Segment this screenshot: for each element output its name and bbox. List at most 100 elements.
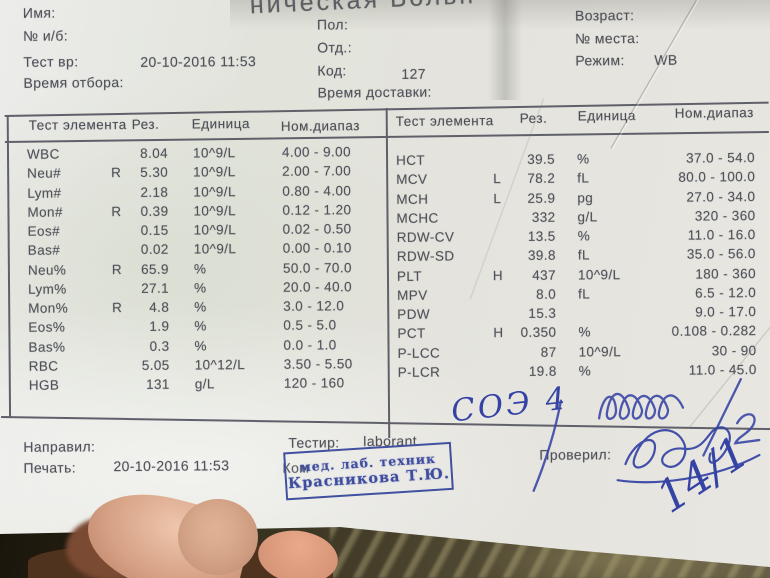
cell-unit: 10^9/L [193,222,237,238]
cell-test: Mon# [27,204,63,220]
cell-test: Lym% [28,281,67,297]
cell-unit: fL [577,247,590,263]
cell-result: 39.8 [527,248,556,264]
cell-result: 437 [532,267,557,283]
col-header-range: Ном.диапаз [674,105,754,121]
cell-result: 39.5 [527,151,556,168]
cell-test: MCV [396,172,428,188]
cell-range: 4.00 - 9.00 [281,144,352,160]
cell-test: MCH [396,191,429,207]
cell-unit: 10^9/L [578,343,622,360]
cell-unit: 10^12/L [194,356,246,373]
cbc-table-right: HCT 39.5% 37.0 - 54.0 MCV L 78.2 fL 80.0 - 100.… [396,148,757,382]
cell-range: 3.0 - 12.0 [283,298,345,314]
cell-range: 0.80 - 4.00 [282,182,352,199]
cell-unit: % [193,280,207,296]
cell-unit: % [578,324,591,340]
table-left-border [6,115,11,418]
cell-test: WBC [26,146,60,162]
cell-range: 80.0 - 100.0 [678,169,756,186]
cell-test: Bas# [27,242,61,259]
field-place-label: № места: [575,29,640,47]
cell-range: 20.0 - 40.0 [282,279,353,295]
cell-unit: % [194,338,207,354]
cell-unit: fL [577,170,590,186]
cell-result: 65.9 [140,261,169,277]
cell-range: 320 - 360 [694,207,756,224]
paper-shadow-top [230,0,770,30]
cell-unit: 10^9/L [577,266,621,283]
cell-test: Eos% [28,319,66,336]
cell-test: PDW [397,306,431,323]
cell-range: 27.0 - 34.0 [686,188,756,205]
cell-result: 332 [531,209,556,225]
cell-result: 8.04 [140,145,169,162]
checked-signature [616,426,761,484]
cell-unit: g/L [194,376,215,392]
cell-test: RDW-CV [396,229,455,246]
cell-result: 0.350 [520,325,557,341]
cell-result: 1.9 [149,319,170,335]
field-sampling-label: Время отбора: [23,74,124,91]
cell-result: 0.39 [140,203,169,219]
cell-test: Mon% [28,300,69,316]
cell-test: Bas% [28,339,66,355]
cell-test: Neu# [27,165,62,182]
cell-range: 11.0 - 16.0 [687,227,756,243]
cell-unit: 10^9/L [193,164,236,180]
cell-test: HGB [28,377,60,393]
col-header-range: Ном.диапаз [280,118,360,134]
cell-range: 3.50 - 5.50 [283,356,353,372]
cell-range: 2.00 - 7.00 [282,163,352,180]
cell-result: 27.1 [141,280,170,296]
cell-flag: R [112,300,123,316]
col-header-unit: Единица [577,108,636,124]
cell-test: PCT [397,326,426,342]
cell-range: 9.0 - 17.0 [695,304,757,320]
field-code-label: Код: [317,62,347,79]
cell-test: PLT [396,268,422,284]
cell-unit: 10^9/L [193,241,237,257]
cell-result: 8.0 [536,286,557,302]
cell-flag: L [493,171,502,187]
cell-test: RDW-SD [396,248,455,265]
cell-unit: fL [578,286,591,302]
print-label: Печать: [23,459,77,476]
field-testtime-label: Тест вр: [23,53,79,70]
cell-unit: % [578,363,592,379]
cbc-table-left: WBC 8.04 10^9/L 4.00 - 9.00 Neu# R 5.30 10^9/L 2… [27,142,400,395]
cell-unit [556,313,638,314]
field-testtime-value: 20-10-2016 11:53 [140,53,257,70]
cell-result: 0.15 [140,222,169,239]
cell-range: 0.02 - 0.50 [282,221,352,237]
cell-test: MPV [397,287,428,303]
cell-range: 0.0 - 1.0 [283,337,337,353]
cell-range: 0.12 - 1.20 [282,202,352,218]
cell-unit: % [576,151,590,167]
field-age-label: Возраст: [574,7,635,24]
cell-test: HCT [396,152,426,169]
col-header-result: Рез. [131,116,160,132]
table-row: HGB 131 g/L 120 - 160 [29,373,400,395]
cell-flag: H [492,267,504,283]
cell-result: 87 [540,344,557,360]
cell-unit: % [577,228,591,244]
col-header-test: Тест элемента [395,113,494,129]
cell-range: 11.0 - 45.0 [688,361,757,378]
cell-range: 0.108 - 0.282 [671,323,757,340]
cell-range: 37.0 - 54.0 [686,150,756,166]
cell-range: 30 - 90 [711,342,757,359]
cell-test: Eos# [27,223,61,239]
cell-result: 5.30 [140,165,169,181]
col-header-unit: Единица [191,116,250,132]
cell-result: 0.02 [140,242,169,258]
cell-result: 25.9 [527,190,556,206]
cell-range: 0.5 - 5.0 [283,317,337,334]
cell-flag: R [111,165,122,181]
cell-range: 120 - 160 [283,375,345,391]
field-case-label: № и/б: [23,27,69,44]
cell-range: 180 - 360 [695,265,757,282]
cell-unit: % [194,299,207,315]
field-mode-value: WB [654,51,678,68]
